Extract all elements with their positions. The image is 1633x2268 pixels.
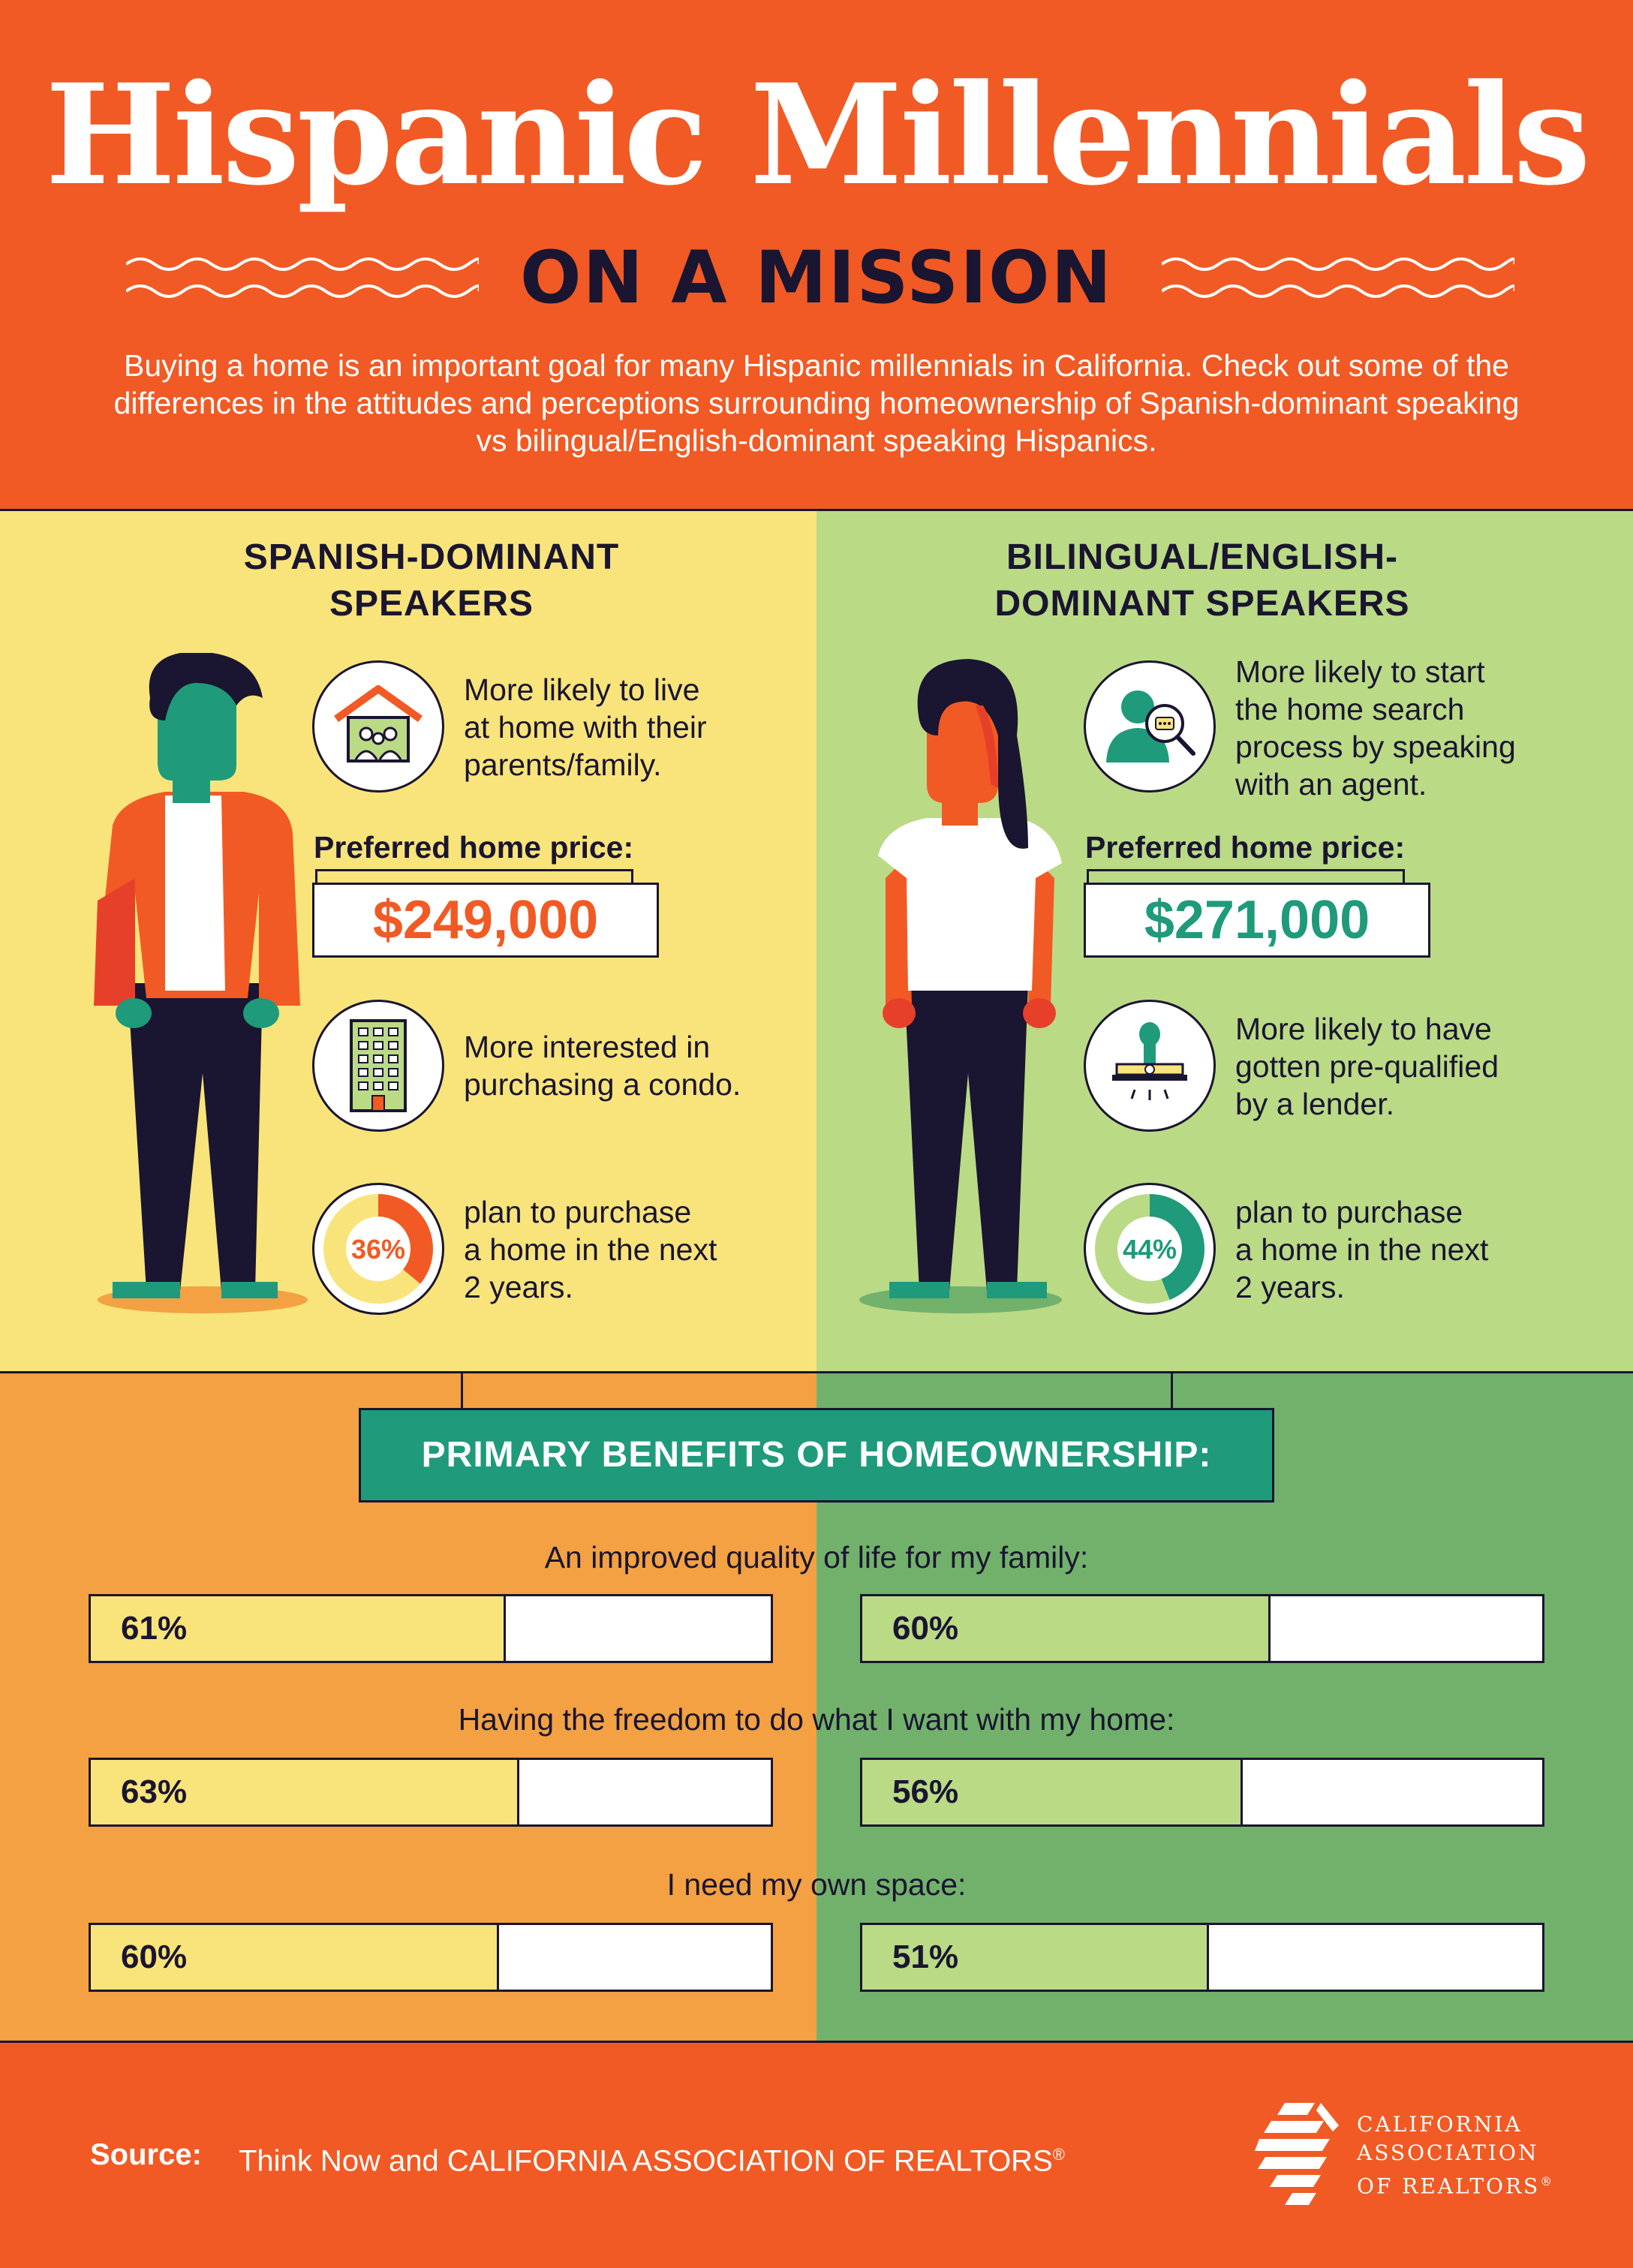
price-bracket-left xyxy=(315,869,633,871)
wave-decoration-right-icon xyxy=(1162,257,1514,298)
bar-label: 51% xyxy=(892,1939,959,1975)
bilingual-heading: BILINGUAL/ENGLISH- DOMINANT SPEAKERS xyxy=(994,537,1410,624)
bar-label: 60% xyxy=(121,1939,188,1975)
benefit-bar-bilingual: 60% xyxy=(860,1594,1544,1663)
benefit-question: An improved quality of life for my famil… xyxy=(544,1540,1089,1575)
page-title: Hispanic Millennials xyxy=(45,54,1591,216)
car-logo-text: CALIFORNIA ASSOCIATION OF REALTORS® xyxy=(1357,2112,1555,2199)
source-text: Think Now and CALIFORNIA ASSOCIATION OF … xyxy=(239,2144,1065,2178)
benefit-bar-bilingual: 51% xyxy=(860,1923,1544,1992)
price-tick xyxy=(631,869,633,887)
divider xyxy=(0,1371,1633,1373)
fact-live-at-home: More likely to live at home with their p… xyxy=(464,672,707,782)
price-tick xyxy=(1403,869,1405,887)
fact-agent: More likely to start the home search pro… xyxy=(1235,654,1516,802)
donut-right-label: 44% xyxy=(1123,1234,1177,1265)
benefit-bar-spanish: 63% xyxy=(89,1758,773,1827)
benefits-title: PRIMARY BENEFITS OF HOMEOWNERSHIP: xyxy=(421,1435,1212,1475)
benefit-bar-bilingual: 56% xyxy=(860,1758,1544,1827)
bar-label: 60% xyxy=(892,1610,959,1647)
bar-fill xyxy=(862,1596,1271,1661)
bar-label: 61% xyxy=(121,1610,188,1647)
approval-stamp-icon xyxy=(1112,1022,1187,1100)
bar-label: 56% xyxy=(892,1773,959,1810)
preferred-price-label-left: Preferred home price: xyxy=(314,830,634,865)
benefit-bar-spanish: 60% xyxy=(89,1923,773,1992)
divider xyxy=(0,509,1633,511)
preferred-price-left: $249,000 xyxy=(312,883,659,958)
bar-fill xyxy=(91,1760,519,1824)
spanish-dominant-heading: SPANISH-DOMINANT SPEAKERS xyxy=(243,537,620,624)
header-banner xyxy=(0,0,1633,509)
fact-prequalified: More likely to have gotten pre-qualified… xyxy=(1235,1012,1499,1121)
page-subtitle: ON A MISSION xyxy=(520,236,1113,320)
car-logo-icon xyxy=(1255,2103,1339,2205)
preferred-price-right: $271,000 xyxy=(1084,883,1430,958)
bar-fill xyxy=(91,1925,499,1990)
agent-search-icon xyxy=(1106,690,1195,763)
bar-fill xyxy=(862,1925,1210,1990)
connector-line xyxy=(1171,1373,1173,1408)
divider xyxy=(0,2041,1633,2043)
footer xyxy=(0,2043,1633,2268)
donut-left-label: 36% xyxy=(351,1234,405,1265)
connector-line xyxy=(461,1373,463,1408)
donut-chart-left: 36% xyxy=(323,1194,433,1304)
benefit-bar-spanish: 61% xyxy=(89,1594,773,1663)
house-family-icon xyxy=(334,685,423,763)
price-tick xyxy=(315,869,317,887)
intro-paragraph: Buying a home is an important goal for m… xyxy=(113,348,1520,458)
benefit-question: Having the freedom to do what I want wit… xyxy=(458,1702,1175,1737)
fact-purchase-right: plan to purchase a home in the next 2 ye… xyxy=(1235,1195,1489,1304)
wave-decoration-left-icon xyxy=(126,257,479,298)
source-label: Source: xyxy=(90,2138,202,2171)
woman-illustration-icon xyxy=(859,659,1062,1313)
man-illustration-icon xyxy=(94,653,308,1313)
price-bracket-right xyxy=(1087,869,1405,871)
preferred-price-label-right: Preferred home price: xyxy=(1085,830,1406,865)
bar-fill xyxy=(862,1760,1244,1824)
bar-label: 63% xyxy=(121,1773,188,1810)
bar-fill xyxy=(91,1596,506,1661)
donut-chart-right: 44% xyxy=(1095,1194,1204,1304)
fact-purchase-left: plan to purchase a home in the next 2 ye… xyxy=(464,1195,717,1304)
benefit-question: I need my own space: xyxy=(666,1867,967,1902)
fact-condo: More interested in purchasing a condo. xyxy=(464,1030,741,1102)
benefits-title-box xyxy=(359,1408,1274,1502)
condo-building-icon xyxy=(350,1019,407,1112)
price-tick xyxy=(1087,869,1089,887)
